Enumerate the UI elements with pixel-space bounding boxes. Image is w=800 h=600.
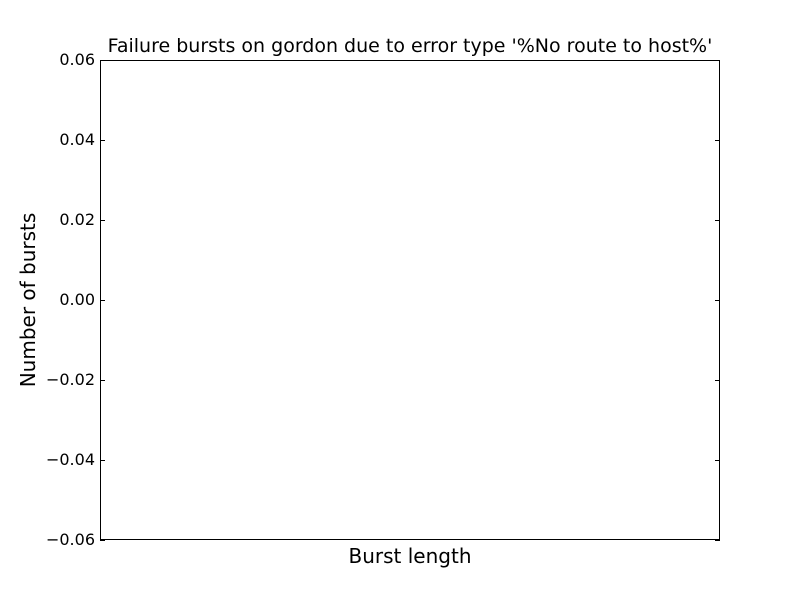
y-tick-label: −0.04 [46,450,95,469]
y-tick-label: 0.02 [59,210,95,229]
y-tick-label: 0.06 [59,50,95,69]
y-tick-label: 0.00 [59,290,95,309]
y-axis-tick-labels: 0.06 0.04 0.02 0.00 −0.02 −0.04 −0.06 [46,50,95,549]
x-axis-label: Burst length [348,544,472,568]
y-tick-label: −0.06 [46,530,95,549]
y-tick-label: −0.02 [46,370,95,389]
chart-title: Failure bursts on gordon due to error ty… [107,35,713,57]
y-axis-label: Number of bursts [16,212,40,388]
y-tick-label: 0.04 [59,130,95,149]
y-axis-ticks [100,60,720,541]
plot-frame [100,60,720,540]
